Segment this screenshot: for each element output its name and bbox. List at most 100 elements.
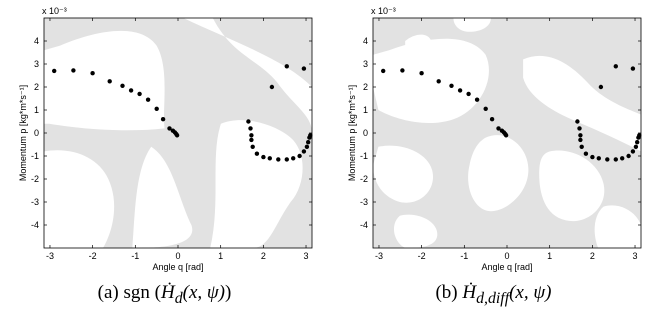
trajectory-point <box>620 156 625 161</box>
trajectory-point <box>626 153 631 159</box>
trajectory-point <box>637 133 642 138</box>
y-tick-label: 4 <box>34 36 39 46</box>
y-exponent-label: x 10⁻³ <box>42 6 67 16</box>
x-tick-label: 2 <box>261 251 266 261</box>
trajectory-point <box>590 154 595 160</box>
caption-b: (b) Ḣd,diff(x, ψ) <box>329 282 658 308</box>
sign-negative-region <box>210 120 303 248</box>
trajectory-point <box>578 137 583 143</box>
caption-args: (x, ψ) <box>182 282 226 303</box>
trajectory-point <box>128 88 134 93</box>
trajectory-points <box>52 64 313 162</box>
trajectory-point <box>489 117 495 122</box>
caption-a: (a) sgn (Ḣd(x, ψ)) <box>97 282 232 307</box>
trajectory-point <box>254 151 260 156</box>
caption-prefix: (b) <box>435 282 463 303</box>
x-tick-label: 3 <box>304 251 309 261</box>
sign-negative-region <box>44 150 115 248</box>
trajectory-point <box>436 79 441 84</box>
y-tick-label: 2 <box>34 82 39 92</box>
sign-negative-region <box>468 135 529 212</box>
sign-negative-region <box>373 145 434 203</box>
trajectory-point <box>596 156 601 161</box>
chart-b: -3 -2 -1 0 1 2 3 -4 -3 -2 -1 0 1 2 3 4 x 10⁻³ Angle q [ra… <box>347 6 642 272</box>
trajectory-point <box>71 68 76 73</box>
y-axis-label: Momentum p [kg*m*s⁻¹] <box>18 85 28 181</box>
y-tick-label: 0 <box>363 128 368 138</box>
trajectory-point <box>284 157 289 162</box>
y-tick-label: -2 <box>31 174 39 184</box>
trajectory-point <box>250 144 255 149</box>
trajectory-point <box>496 126 501 131</box>
trajectory-point <box>400 68 405 73</box>
trajectory-point <box>605 157 610 162</box>
trajectory-point <box>107 79 112 84</box>
x-tick-label: -2 <box>418 251 426 261</box>
trajectory-point <box>267 156 272 161</box>
panel-b: -3 -2 -1 0 1 2 3 -4 -3 -2 -1 0 1 2 3 4 x 10⁻³ Angle q [ra… <box>329 0 658 326</box>
caption-args: (x, ψ) <box>509 282 552 303</box>
sign-negative-region <box>183 18 312 133</box>
trajectory-point <box>474 97 480 102</box>
x-tick-label: -3 <box>46 251 54 261</box>
trajectory-point <box>137 91 142 97</box>
trajectory-point <box>457 88 463 93</box>
y-axis-label: Momentum p [kg*m*s⁻¹] <box>347 85 357 181</box>
sign-negative-region <box>594 205 641 248</box>
trajectory-point <box>249 133 254 138</box>
trajectory-point <box>167 126 172 131</box>
background-regions <box>44 18 312 248</box>
y-tick-label: 1 <box>363 105 368 115</box>
y-tick-label: 0 <box>34 128 39 138</box>
caption-prefix: (a) <box>97 282 124 303</box>
trajectory-point <box>630 149 636 154</box>
trajectory-point <box>284 64 289 69</box>
trajectory-point <box>306 140 311 145</box>
y-tick-label: -1 <box>31 151 39 161</box>
x-tick-label: -3 <box>375 251 383 261</box>
sign-negative-region <box>405 34 432 60</box>
trajectory-point <box>635 140 640 145</box>
trajectory-point <box>90 71 95 76</box>
y-tick-label: -1 <box>360 151 368 161</box>
caption-sub: d,diff <box>476 289 510 307</box>
sign-negative-region <box>44 30 165 131</box>
trajectory-point <box>249 137 254 143</box>
x-tick-label: 0 <box>504 251 509 261</box>
trajectory-point <box>449 83 454 89</box>
trajectory-point <box>630 66 636 71</box>
x-axis-label: Angle q [rad] <box>152 262 203 272</box>
y-tick-label: -3 <box>360 197 368 207</box>
y-tick-label: -4 <box>31 220 39 230</box>
trajectory-point <box>52 68 57 74</box>
chart-a: -3 -2 -1 0 1 2 3 -4 -3 -2 -1 0 1 2 3 4 x 10⁻³ Angle q [ra… <box>18 6 313 272</box>
sign-negative-region <box>453 18 491 32</box>
trajectory-point <box>145 97 151 102</box>
y-tick-label: -4 <box>360 220 368 230</box>
trajectory-point <box>291 156 296 161</box>
trajectory-point <box>304 144 310 149</box>
sign-negative-region <box>132 146 193 248</box>
trajectory-point <box>276 157 281 162</box>
caption-body: Ḣ <box>462 282 477 303</box>
trajectory-point <box>598 84 604 90</box>
trajectory-point <box>419 71 424 76</box>
trajectory-point <box>246 119 251 124</box>
trajectory-point <box>575 119 580 124</box>
x-tick-label: -1 <box>460 251 468 261</box>
axes: -3 -2 -1 0 1 2 3 -4 -3 -2 -1 0 1 2 3 4 x 10⁻³ Angle q [ra… <box>347 6 642 272</box>
sign-negative-region <box>373 38 489 124</box>
trajectory-points <box>381 64 642 162</box>
trajectory-point <box>297 153 302 159</box>
trajectory-point <box>503 133 509 138</box>
x-tick-label: -1 <box>131 251 139 261</box>
x-tick-label: 2 <box>590 251 595 261</box>
trajectory-point <box>613 157 618 162</box>
trajectory-point <box>381 68 386 74</box>
x-tick-label: 1 <box>547 251 552 261</box>
trajectory-point <box>154 106 159 112</box>
y-tick-label: 3 <box>34 59 39 69</box>
y-tick-label: 4 <box>363 36 368 46</box>
trajectory-point <box>248 126 253 131</box>
y-tick-label: -2 <box>360 174 368 184</box>
